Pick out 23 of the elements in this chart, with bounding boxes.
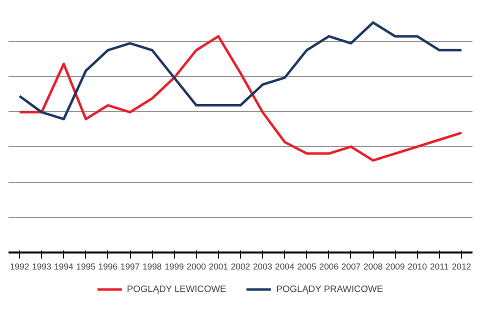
x-tick-label: 1992 bbox=[10, 261, 30, 272]
x-tick-label: 2003 bbox=[252, 261, 272, 272]
legend-label: POGLĄDY PRAWICOWE bbox=[276, 284, 384, 294]
x-tick-label: 2007 bbox=[341, 261, 361, 272]
x-tick-label: 2009 bbox=[386, 261, 405, 272]
x-tick-label: 2004 bbox=[275, 261, 295, 272]
x-tick-label: 2010 bbox=[408, 261, 428, 272]
x-tick-label: 2008 bbox=[363, 261, 383, 272]
x-tick-label: 1998 bbox=[142, 261, 162, 272]
x-tick-label: 1994 bbox=[54, 261, 74, 272]
x-tick-label: 2002 bbox=[230, 261, 250, 272]
x-tick-label: 1999 bbox=[164, 261, 184, 272]
x-tick-label: 2006 bbox=[319, 261, 339, 272]
x-tick-label: 1997 bbox=[120, 261, 140, 272]
x-tick-label: 1996 bbox=[98, 261, 118, 272]
x-tick-label: 2012 bbox=[452, 261, 472, 272]
x-tick-label: 2000 bbox=[186, 261, 206, 272]
x-tick-label: 1995 bbox=[76, 261, 96, 272]
x-tick-label: 1993 bbox=[32, 261, 52, 272]
x-tick-label: 2011 bbox=[430, 261, 449, 272]
legend-label: POGLĄDY LEWICOWE bbox=[126, 284, 226, 294]
x-tick-label: 2005 bbox=[297, 261, 317, 272]
x-tick-label: 2001 bbox=[208, 261, 228, 272]
